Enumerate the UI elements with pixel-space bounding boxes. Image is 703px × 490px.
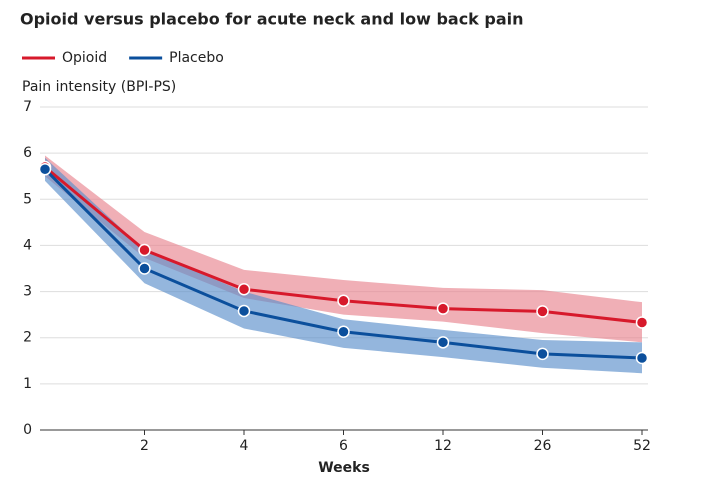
data-point [337, 325, 350, 338]
data-point [436, 302, 450, 315]
x-tick-label: 26 [534, 438, 552, 454]
data-point [337, 294, 350, 308]
data-point [635, 351, 649, 365]
y-tick-label: 1 [23, 376, 32, 392]
data-point [237, 304, 251, 318]
x-axis-title: Weeks [318, 460, 370, 476]
confidence-band [45, 155, 642, 343]
y-tick-label: 4 [23, 237, 32, 253]
data-point [138, 243, 151, 257]
x-tick-label: 2 [140, 438, 149, 454]
data-point [237, 283, 251, 296]
y-tick-label: 5 [23, 191, 32, 207]
legend-label: Placebo [169, 50, 224, 66]
x-tick-label: 6 [339, 438, 348, 454]
chart-title: Opioid versus placebo for acute neck and… [20, 10, 524, 29]
data-point [436, 336, 450, 349]
legend-label: Opioid [62, 50, 107, 66]
x-tick-label: 4 [240, 438, 249, 454]
data-point [536, 347, 549, 361]
data-point [635, 316, 649, 329]
data-point [38, 163, 52, 176]
y-tick-label: 3 [23, 284, 32, 300]
y-tick-label: 6 [23, 145, 32, 161]
confidence-band [45, 157, 642, 374]
y-tick-label: 7 [23, 99, 32, 115]
x-tick-label: 52 [633, 438, 651, 454]
y-axis-title: Pain intensity (BPI-PS) [22, 79, 176, 95]
data-point [536, 305, 549, 318]
data-point [138, 262, 151, 275]
x-tick-label: 12 [434, 438, 452, 454]
y-tick-label: 0 [23, 422, 32, 438]
y-tick-label: 2 [23, 330, 32, 346]
